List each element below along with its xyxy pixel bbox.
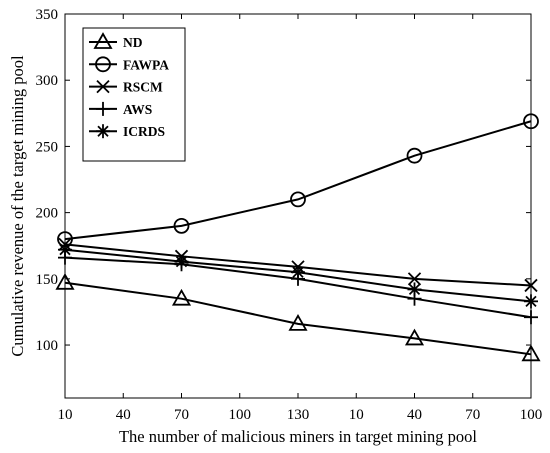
x-axis-title: The number of malicious miners in target…	[119, 427, 477, 446]
x-tick-label: 100	[520, 407, 543, 423]
legend-item-rscm: RSCM	[89, 80, 163, 95]
x-tick-label: 70	[465, 407, 480, 423]
data-point-fawpa	[406, 147, 423, 164]
legend-label-fawpa: FAWPA	[123, 57, 169, 72]
x-tick-label: 10	[58, 407, 73, 423]
legend-item-aws: AWS	[89, 101, 152, 117]
legend-marker-nd	[93, 32, 113, 49]
x-tick-label: 70	[174, 407, 189, 423]
ticks-group: 10 40 70 100 130 10 40 70 100 100 150 200 250 300 350	[36, 7, 543, 423]
series-line-fawpa	[64, 120, 532, 241]
data-point-nd	[404, 328, 425, 346]
data-point-fawpa	[173, 217, 190, 234]
y-tick-label: 150	[36, 272, 59, 288]
legend-marker-rscm	[96, 79, 110, 94]
series-line-nd	[64, 281, 532, 356]
data-point-nd	[171, 288, 192, 306]
legend-label-rscm: RSCM	[123, 80, 163, 95]
x-tick-label: 130	[287, 407, 310, 423]
x-tick-label: 10	[349, 407, 364, 423]
legend-label-nd: ND	[123, 35, 143, 50]
y-tick-label: 200	[36, 206, 59, 222]
series-icrds	[58, 242, 538, 309]
legend-item-nd: ND	[89, 32, 143, 50]
legend-item-fawpa: FAWPA	[89, 56, 169, 73]
data-point-icrds	[407, 282, 422, 297]
data-point-rscm	[407, 272, 422, 286]
y-tick-label: 250	[36, 139, 59, 155]
series-aws	[58, 250, 538, 325]
y-tick-label: 350	[36, 7, 59, 23]
data-point-fawpa	[290, 191, 306, 208]
legend-label-aws: AWS	[123, 102, 152, 117]
legend-item-icrds: ICRDS	[89, 124, 165, 139]
legend-box	[82, 27, 186, 162]
data-point-icrds	[291, 265, 305, 280]
legend-label-icrds: ICRDS	[123, 124, 165, 139]
legend-marker-aws	[96, 101, 110, 116]
data-point-icrds	[174, 254, 189, 269]
legend-marker-fawpa	[95, 56, 111, 73]
y-tick-label: 100	[36, 338, 59, 354]
series-group	[55, 113, 541, 362]
x-tick-label: 40	[407, 407, 422, 423]
legend-marker-icrds	[96, 124, 110, 139]
series-nd	[55, 272, 541, 362]
data-point-nd	[288, 314, 308, 331]
x-tick-label: 100	[229, 407, 252, 423]
y-axis-title: Cumulative revenue of the target mining …	[8, 55, 27, 357]
x-tick-label: 40	[116, 407, 131, 423]
y-tick-label: 300	[36, 73, 59, 89]
legend: ND FAWPA RSCM AWS ICRDS	[82, 27, 186, 162]
